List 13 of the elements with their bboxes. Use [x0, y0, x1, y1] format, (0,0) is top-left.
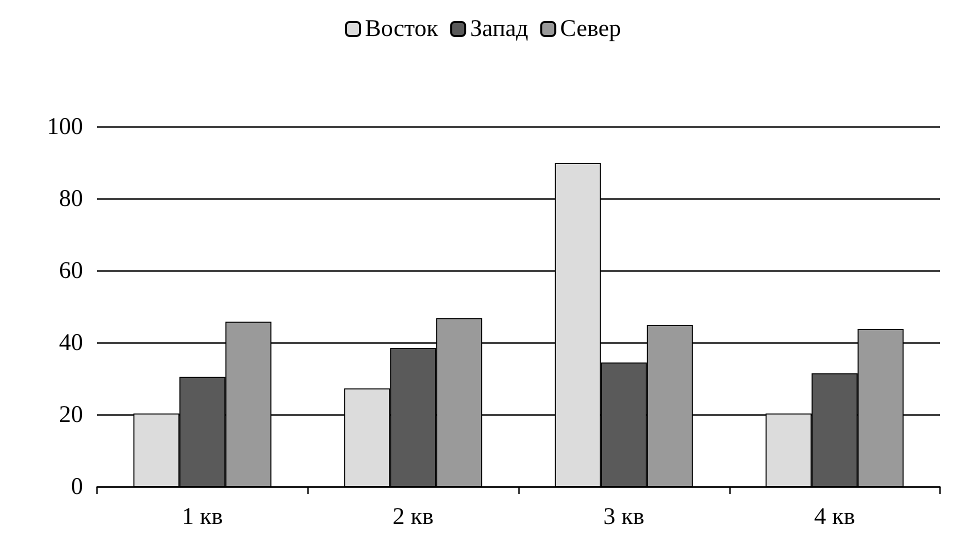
- y-tick-label: 20: [59, 402, 83, 428]
- x-tick-label: 1 кв: [182, 504, 223, 530]
- y-tick-label: 40: [59, 330, 83, 356]
- legend-label: Запад: [470, 16, 528, 42]
- legend-label: Восток: [365, 16, 438, 42]
- y-tick-label: 0: [71, 474, 83, 500]
- x-tick-label: 4 кв: [814, 504, 856, 530]
- y-tick-label: 60: [59, 258, 83, 284]
- legend-label: Север: [560, 16, 621, 42]
- y-tick-label: 100: [47, 114, 83, 140]
- x-tick-label: 2 кв: [392, 504, 434, 530]
- y-tick-label: 80: [59, 186, 83, 212]
- x-tick-label: 3 кв: [603, 504, 644, 530]
